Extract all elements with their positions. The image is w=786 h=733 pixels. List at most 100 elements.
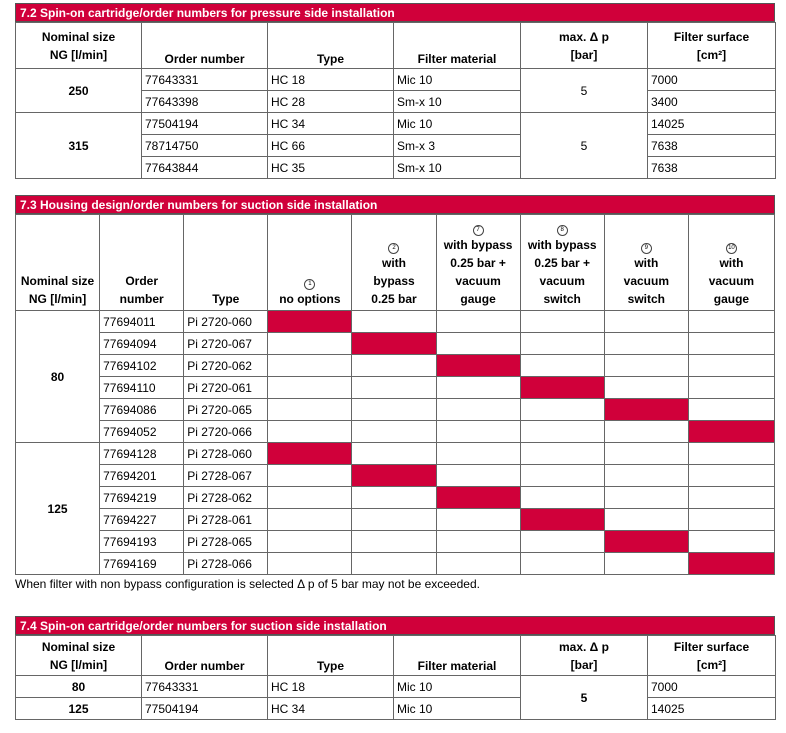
option-selected-cell (267, 310, 353, 333)
option-cell (267, 420, 353, 443)
option-cell (519, 530, 605, 553)
max-dp-cell: 5 (520, 675, 648, 720)
option-cell (519, 332, 605, 355)
order-number-cell: 77694102 (99, 354, 185, 377)
table-row: 77694086 Pi 2720-065 (16, 398, 776, 421)
option-cell (267, 552, 353, 575)
option-cell (351, 508, 437, 531)
filter-material-cell: Mic 10 (393, 675, 521, 698)
type-cell: Pi 2728-065 (183, 530, 269, 553)
option-cell (687, 310, 776, 333)
pressure-side-cartridge-table: Nominal size NG [l/min] Order number Type… (15, 22, 776, 179)
table-row: 77694219 Pi 2728-062 (16, 486, 776, 509)
col-header-nominal-size: Nominal size NG [l/min] (15, 22, 142, 69)
option-cell (435, 398, 521, 421)
option-cell (351, 486, 437, 509)
option-selected-cell (351, 332, 437, 355)
type-cell: Pi 2720-066 (183, 420, 269, 443)
col-header-option-2: 2 with bypass 0.25 bar (351, 214, 437, 311)
option-cell (351, 398, 437, 421)
option-label-line: bypass (373, 274, 415, 288)
order-number-cell: 77694201 (99, 464, 185, 487)
option-cell (603, 376, 689, 399)
option-cell (267, 332, 353, 355)
filter-surface-cell: 7638 (647, 156, 776, 179)
option-cell (603, 552, 689, 575)
col-header-filter-surface: Filter surface [cm²] (647, 22, 776, 69)
option-number-badge: 9 (640, 243, 652, 254)
option-label-line: no options (279, 292, 341, 306)
option-cell (435, 442, 521, 465)
option-cell (435, 508, 521, 531)
option-selected-cell (351, 464, 437, 487)
option-cell (267, 354, 353, 377)
type-cell: HC 35 (267, 156, 394, 179)
option-cell (687, 442, 776, 465)
option-cell (435, 552, 521, 575)
max-dp-cell: 5 (520, 68, 648, 113)
option-cell (603, 464, 689, 487)
option-cell (687, 464, 776, 487)
nominal-size-cell: 125 (14, 442, 101, 575)
option-cell (519, 354, 605, 377)
filter-material-cell: Mic 10 (393, 697, 521, 720)
table-row: 125 77694128 Pi 2728-060 (14, 442, 776, 575)
order-number-cell: 77643398 (141, 90, 268, 113)
option-cell (267, 508, 353, 531)
filter-surface-cell: 7638 (647, 134, 776, 157)
table-row: 77694193 Pi 2728-065 (16, 530, 776, 553)
option-selected-cell (687, 420, 776, 443)
option-cell (687, 530, 776, 553)
order-number-cell: 77694086 (99, 398, 185, 421)
option-cell (519, 442, 605, 465)
option-cell (603, 332, 689, 355)
option-cell (519, 398, 605, 421)
option-label-line: 0.25 bar (371, 292, 417, 306)
option-label-line: vacuum (708, 274, 755, 288)
type-cell: Pi 2720-061 (183, 376, 269, 399)
order-number-cell: 77694110 (99, 376, 185, 399)
order-number-cell: 77694094 (99, 332, 185, 355)
option-label-line: gauge (460, 292, 496, 306)
option-selected-cell (519, 376, 605, 399)
order-number-cell: 77694193 (99, 530, 185, 553)
order-number-cell: 77643331 (141, 675, 268, 698)
option-label-line: with (719, 256, 744, 270)
option-cell (351, 420, 437, 443)
option-label-line: vacuum (539, 274, 585, 288)
col-header-max-dp: max. Δ p [bar] (520, 22, 648, 69)
option-cell (603, 442, 689, 465)
option-cell (687, 486, 776, 509)
suction-side-cartridge-table: Nominal size NG [l/min] Order number Type… (15, 635, 776, 720)
order-number-cell: 77643331 (141, 68, 268, 91)
filter-material-cell: Sm-x 10 (393, 156, 521, 179)
filter-surface-cell: 3400 (647, 90, 776, 113)
option-label-line: with (634, 256, 659, 270)
order-number-cell: 77694052 (99, 420, 185, 443)
col-header-type: Type (267, 22, 394, 69)
max-dp-cell: 5 (520, 112, 648, 179)
option-cell (687, 398, 776, 421)
table-row: 77694102 Pi 2720-062 (16, 354, 776, 377)
order-number-cell: 77694219 (99, 486, 185, 509)
option-cell (519, 464, 605, 487)
option-cell (435, 530, 521, 553)
option-cell (603, 354, 689, 377)
option-selected-cell (687, 552, 776, 575)
option-number-badge: 10 (725, 243, 737, 254)
filter-surface-cell: 14025 (647, 112, 776, 135)
type-cell: HC 66 (267, 134, 394, 157)
type-cell: Pi 2728-060 (183, 442, 269, 465)
option-cell (435, 376, 521, 399)
option-label-line: switch (627, 292, 665, 306)
option-cell (267, 530, 353, 553)
order-number-cell: 77694128 (99, 442, 185, 465)
table-row: 315 77504194 HC 34 Mic 10 5 14025 (15, 112, 776, 179)
option-cell (687, 376, 776, 399)
table-row: 125 77504194 HC 34 Mic 10 14025 (15, 697, 776, 720)
option-number-badge: 8 (556, 225, 568, 236)
option-cell (435, 464, 521, 487)
table-header-row: Nominal size NG [l/min] Order number Type… (15, 22, 776, 69)
type-cell: HC 28 (267, 90, 394, 113)
col-header-type: Type (183, 214, 269, 311)
